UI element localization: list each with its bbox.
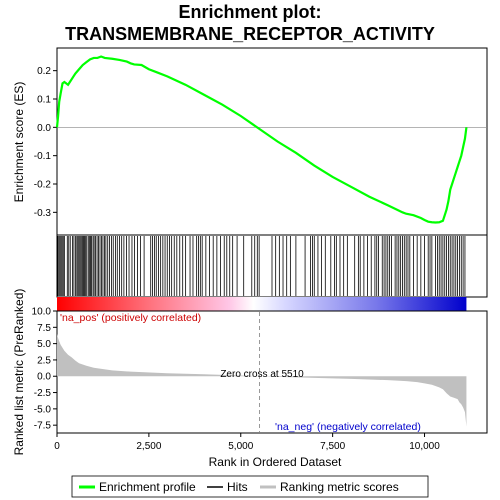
es-y-tick-label: 0.1 [37, 95, 51, 106]
x-axis-label: Rank in Ordered Dataset [209, 455, 342, 469]
zero-cross-label: Zero cross at 5510 [220, 369, 304, 380]
x-tick-label: 5,000 [228, 441, 253, 452]
chart-title-line-2: TRANSMEMBRANE_RECEPTOR_ACTIVITY [65, 24, 435, 44]
es-y-tick-label: -0.2 [34, 180, 52, 191]
chart-title-line-1: Enrichment plot: [179, 2, 322, 22]
rank-y-tick-label: 10.0 [32, 307, 52, 318]
rank-y-tick-label: 5.0 [37, 339, 51, 350]
x-axis: 0 2,500 5,000 7,500 10,000 [54, 433, 440, 452]
es-y-axis: 0.2 0.1 0.0 -0.1 -0.2 -0.3 [34, 66, 57, 219]
rank-color-bar [57, 297, 467, 311]
x-tick-label: 10,000 [409, 441, 440, 452]
hit-markers [57, 236, 466, 296]
negative-correlation-label: 'na_neg' (negatively correlated) [275, 421, 421, 433]
enrichment-profile-line [55, 55, 468, 224]
legend: Enrichment profile Hits Ranking metric s… [71, 475, 429, 498]
legend-enrichment-label: Enrichment profile [99, 480, 196, 494]
es-y-axis-label: Enrichment score (ES) [12, 82, 26, 203]
es-y-tick-label: 0.2 [37, 66, 51, 77]
positive-correlation-label: 'na_pos' (positively correlated) [60, 312, 201, 324]
x-tick-label: 2,500 [136, 441, 161, 452]
x-tick-label: 0 [54, 441, 60, 452]
es-panel-frame [56, 47, 488, 236]
legend-ranking-label: Ranking metric scores [280, 480, 399, 494]
es-panel: 0.2 0.1 0.0 -0.1 -0.2 -0.3 Enrichment score (… [12, 47, 488, 236]
legend-hits-label: Hits [227, 480, 248, 494]
rank-y-tick-label: 0.0 [37, 372, 51, 383]
es-y-tick-label: -0.1 [34, 151, 52, 162]
rank-y-axis: 10.0 7.5 5.0 2.5 0.0 -2.5 -5.0 -7.5 [32, 307, 57, 432]
es-y-tick-label: -0.3 [34, 208, 52, 219]
es-y-tick-label: 0.0 [37, 123, 51, 134]
hits-panel [56, 234, 488, 298]
legend-frame [71, 475, 429, 498]
rank-y-tick-label: 2.5 [37, 355, 51, 366]
rank-y-tick-label: 7.5 [37, 323, 51, 334]
rank-y-tick-label: -2.5 [34, 388, 52, 399]
x-tick-label: 7,500 [320, 441, 345, 452]
rank-y-tick-label: -7.5 [34, 421, 52, 432]
rank-panel: 10.0 7.5 5.0 2.5 0.0 -2.5 -5.0 -7.5 'na_pos' (p… [12, 289, 488, 456]
rank-y-tick-label: -5.0 [34, 404, 52, 415]
rank-y-axis-label: Ranked list metric (PreRanked) [12, 289, 26, 456]
